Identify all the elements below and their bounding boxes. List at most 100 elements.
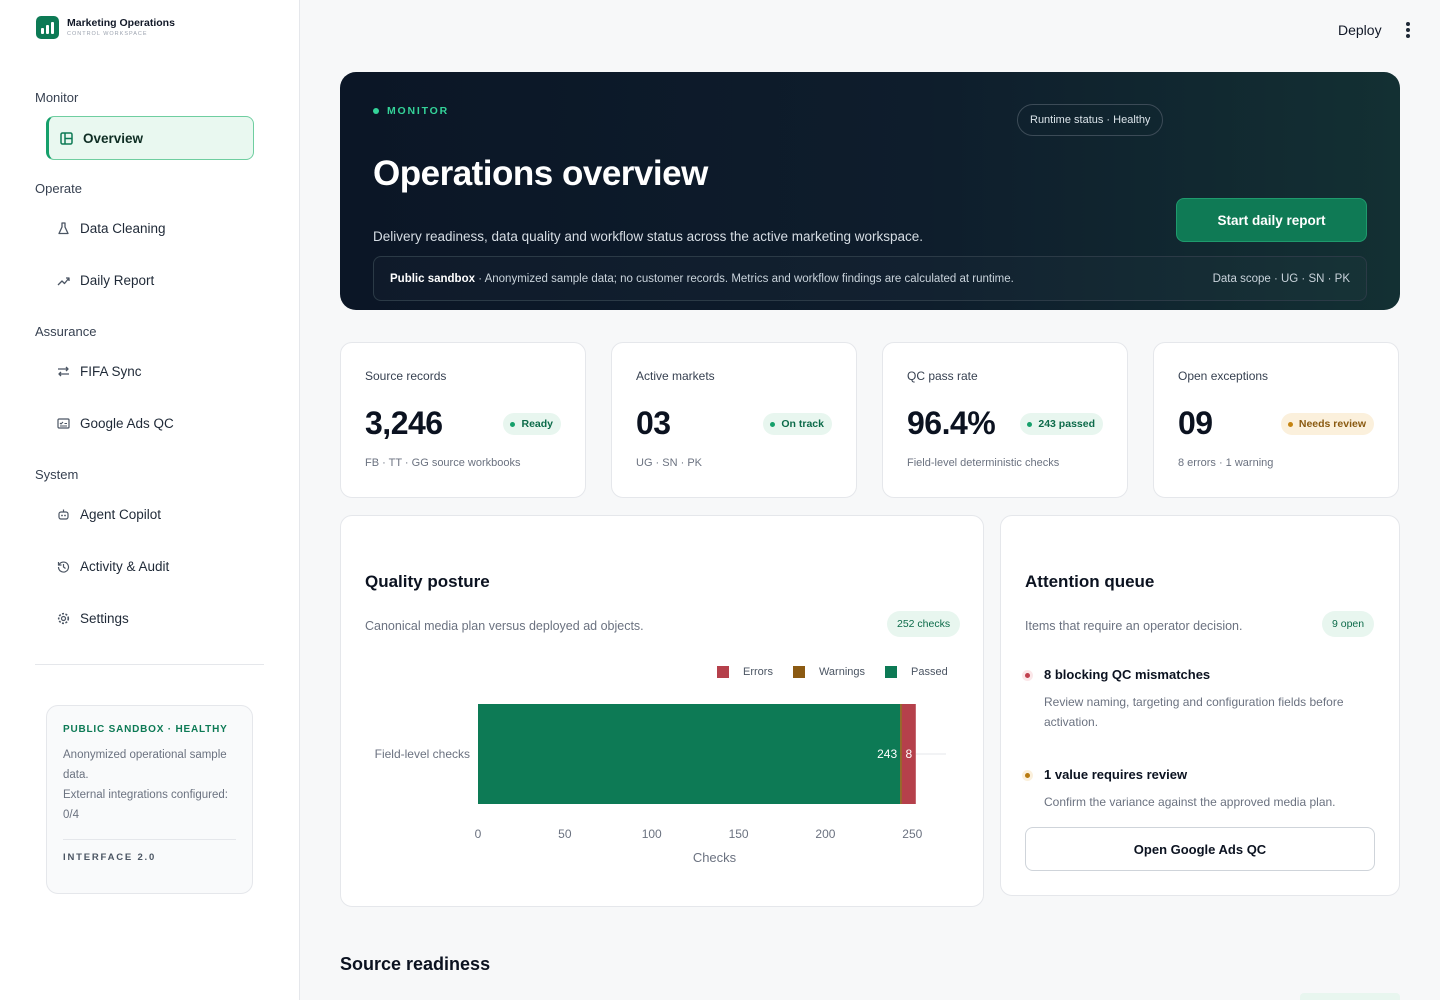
panel-subtitle: Items that require an operator decision. [1025,619,1243,633]
sidebar: Marketing Operations Control workspace M… [0,0,300,1000]
sidebar-item-data-cleaning[interactable]: Data Cleaning [46,206,254,250]
legend-label: Warnings [818,666,866,678]
attention-item-title: 8 blocking QC mismatches [1044,667,1211,682]
stat-subtext: UG · SN · PK [636,457,703,469]
bar-segment-passed [478,704,901,804]
legend-item-passed[interactable]: Passed [885,666,948,678]
stat-card-source-records: Source records 3,246 Ready FB · TT · GG … [340,342,586,498]
stat-label: QC pass rate [907,369,978,383]
data-label-passed: 243 [877,747,897,761]
sidebar-divider [35,664,264,665]
checks-count-badge: 252 checks [887,611,961,637]
status-badge-label: 243 passed [1038,418,1095,430]
flask-icon [56,221,70,235]
status-badge: 243 passed [1020,413,1103,435]
attention-item-description: Confirm the variance against the approve… [1044,795,1336,809]
status-dot-icon [510,421,516,427]
sandbox-line-data: Anonymized operational sample data. [63,749,227,781]
chart-legend: Errors Warnings Passed [717,666,968,678]
gear-icon [56,611,70,625]
legend-item-errors[interactable]: Errors [717,666,773,678]
stat-card-active-markets: Active markets 03 On track UG · SN · PK [611,342,857,498]
sandbox-notice: Public sandbox · Anonymized sample data;… [373,256,1367,301]
interface-version: INTERFACE 2.0 [63,852,157,863]
quality-posture-panel: Quality posture Canonical media plan ver… [340,515,984,907]
section-badge [1300,993,1400,1000]
status-badge: Needs review [1280,413,1374,435]
sandbox-notice-label: Public sandbox [390,272,475,285]
x-tick-label: 100 [642,827,662,841]
vertical-dots-icon[interactable] [1400,20,1416,40]
stat-label: Open exceptions [1178,369,1269,383]
stat-label: Source records [365,369,447,383]
sidebar-item-label: Google Ads QC [80,415,174,431]
attention-item-description: Review naming, targeting and configurati… [1044,695,1344,729]
category-label: Field-level checks [375,747,470,761]
brand[interactable]: Marketing Operations Control workspace [36,16,175,39]
brand-subtitle: Control workspace [67,31,148,37]
sandbox-divider [63,839,236,840]
runtime-status-badge: Runtime status · Healthy [1017,104,1164,136]
sidebar-item-label: FIFA Sync [80,363,142,379]
sidebar-item-label: Daily Report [80,272,155,288]
sidebar-item-label: Data Cleaning [80,220,166,236]
bar-segment-warnings [900,704,902,804]
legend-swatch [885,666,898,678]
bar-chart-logo-icon [36,16,59,39]
sandbox-status-card: PUBLIC SANDBOX · HEALTHY Anonymized oper… [46,705,253,894]
panel-subtitle: Canonical media plan versus deployed ad … [365,619,644,633]
stat-value: 03 [636,405,671,441]
status-badge-label: On track [781,418,824,430]
status-badge: On track [763,413,832,435]
status-badge-label: Ready [521,418,553,430]
bar-segment-errors [901,704,916,804]
page-title: Operations overview [373,154,708,193]
sidebar-item-fifa-sync[interactable]: FIFA Sync [46,349,254,393]
sidebar-item-agent-copilot[interactable]: Agent Copilot [46,492,254,536]
x-axis-label: Checks [693,850,737,865]
page-description: Delivery readiness, data quality and wor… [373,229,923,244]
stat-subtext: FB · TT · GG source workbooks [365,457,521,469]
sandbox-notice-text: Public sandbox · Anonymized sample data;… [390,273,1014,285]
x-tick-label: 0 [475,827,482,841]
sidebar-item-google-ads-qc[interactable]: Google Ads QC [46,401,254,445]
trend-icon [56,273,70,287]
sidebar-item-activity-audit[interactable]: Activity & Audit [46,544,254,588]
stat-subtext: 8 errors · 1 warning [1178,457,1274,469]
sandbox-notice-detail: · Anonymized sample data; no customer re… [475,272,1014,285]
legend-swatch [717,666,729,678]
sidebar-item-overview[interactable]: Overview [46,116,254,160]
section-title-source-readiness: Source readiness [340,954,491,974]
open-google-ads-qc-button[interactable]: Open Google Ads QC [1025,827,1375,871]
stat-subtext: Field-level deterministic checks [907,457,1060,469]
start-daily-report-button[interactable]: Start daily report [1176,198,1367,242]
hero-eyebrow-label: MONITOR [387,105,449,117]
nav-section-assurance: Assurance [35,324,97,339]
stat-value: 09 [1178,405,1213,441]
x-tick-label: 250 [902,827,922,841]
error-dot-icon [1025,673,1030,678]
brand-title: Marketing Operations [67,17,175,29]
checklist-icon [56,416,70,430]
deploy-button[interactable]: Deploy [1338,22,1382,38]
open-count-badge: 9 open [1322,611,1375,637]
nav-section-operate: Operate [35,181,82,196]
stat-label: Active markets [636,369,715,383]
stat-value: 96.4% [907,405,996,441]
status-badge: Ready [503,413,561,435]
attention-item-qc-mismatches[interactable]: 8 blocking QC mismatches Review naming, … [1025,667,1375,732]
sandbox-title: PUBLIC SANDBOX · HEALTHY [63,724,228,735]
hero-eyebrow: MONITOR [373,105,449,117]
legend-label: Passed [911,666,948,678]
attention-queue-panel: Attention queue Items that require an op… [1000,515,1400,896]
legend-item-warnings[interactable]: Warnings [792,666,866,678]
hero-banner: MONITOR Runtime status · Healthy Operati… [340,72,1400,310]
quality-bar-chart: Field-level checks 243 8 0 50 100 150 200 250 Che… [375,704,946,865]
nav-section-system: System [35,467,79,482]
panel-title: Attention queue [1025,572,1155,591]
status-dot-icon [1027,421,1033,427]
sidebar-item-settings[interactable]: Settings [46,596,254,640]
attention-item-value-review[interactable]: 1 value requires review Confirm the vari… [1025,767,1375,812]
legend-label: Errors [743,666,773,678]
sidebar-item-daily-report[interactable]: Daily Report [46,258,254,302]
